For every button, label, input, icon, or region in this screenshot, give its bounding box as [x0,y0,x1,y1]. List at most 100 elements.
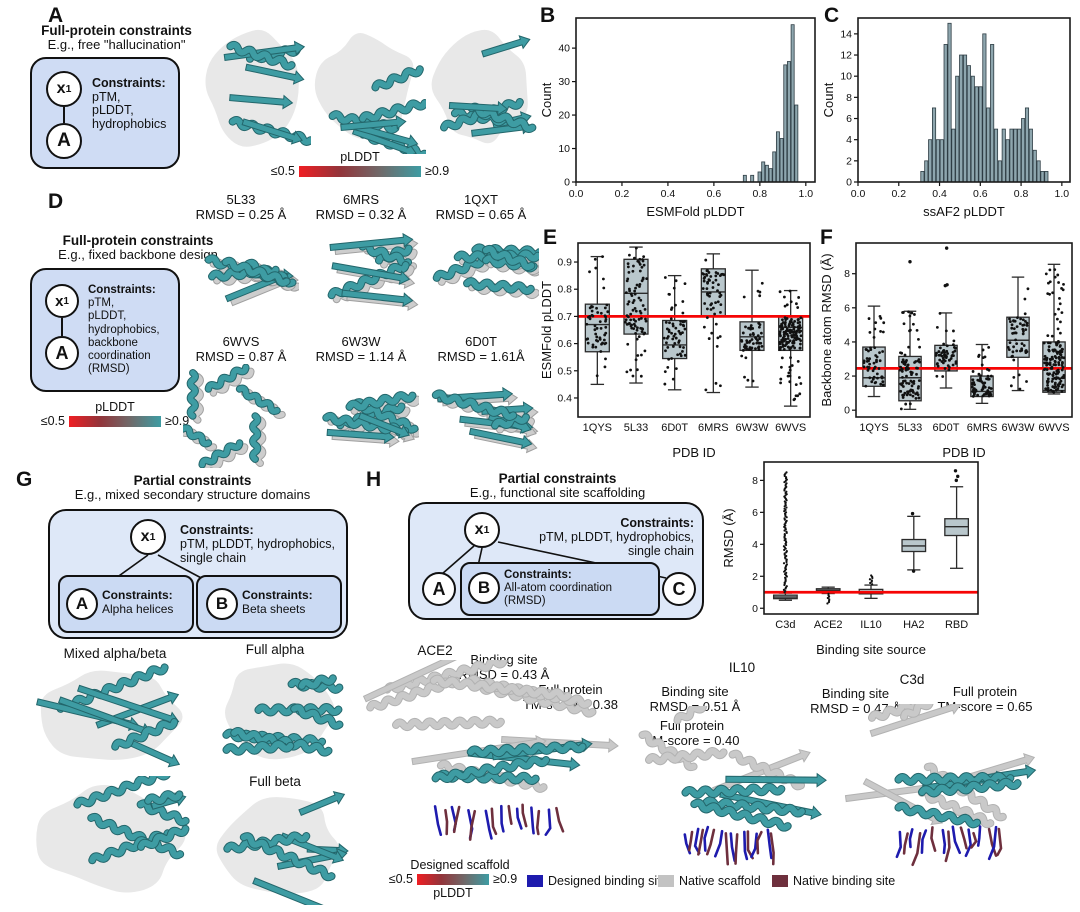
svg-text:HA2: HA2 [903,619,924,631]
constraints-body: Alpha helices [102,601,174,616]
panel-d-subtitle: E.g., fixed backbone design [58,247,218,262]
protein-structure [431,29,537,144]
structure-label: 6MRS RMSD = 0.32 Å [303,192,419,222]
svg-text:4: 4 [846,134,852,146]
constraints-title: Constraints: [102,588,173,602]
svg-text:6: 6 [846,113,852,125]
svg-text:6WVS: 6WVS [1038,422,1069,434]
node-b: B [206,588,238,620]
legend-label-native-scaffold: Native scaffold [679,874,761,888]
node-x1-label: x [55,292,64,310]
domain-box-b: B Constraints: Beta sheets [196,575,342,633]
scaffold-name: ACE2 [417,643,453,658]
colorbar-min-label: ≤0.5 [40,414,65,428]
colorbar-min-label: ≤0.5 [270,164,295,178]
structure-label-full-beta: Full beta [249,774,301,789]
svg-text:5L33: 5L33 [898,422,922,434]
svg-text:Count: Count [540,82,554,117]
node-b: B [468,572,500,604]
svg-text:PDB ID: PDB ID [942,445,985,460]
node-x1-sub: 1 [63,295,69,307]
svg-text:40: 40 [558,43,570,55]
svg-text:0.6: 0.6 [557,338,572,350]
edge-x1-a [61,318,63,336]
node-x1-label: x [474,521,484,538]
binding-site-annotation: Binding site RMSD = 0.51 Å [649,684,741,714]
panel-h-subtitle: E.g., functional site scaffolding [469,485,646,500]
plddt-colorbar: pLDDT ≤0.5 ≥0.9 [30,400,200,428]
structure-label: 6D0T RMSD = 1.61Å [423,334,539,364]
svg-text:RMSD (Å): RMSD (Å) [722,508,736,567]
legend-label-designed-binding-site: Designed binding site [548,874,668,888]
svg-text:C3d: C3d [775,619,795,631]
constraints-body: All-atom coordination (RMSD) [504,582,613,607]
colorbar-title: pLDDT [340,150,380,164]
node-x1-label: x [140,528,150,545]
svg-text:0: 0 [846,177,852,189]
svg-text:6MRS: 6MRS [967,422,998,434]
colorbar-gradient [299,165,421,177]
svg-text:1QYS: 1QYS [583,422,612,434]
svg-text:4: 4 [844,336,850,348]
structure-label-mixed: Mixed alpha/beta [63,646,167,661]
protein-structure [36,776,190,893]
colorbar-max-label: ≥0.9 [493,872,518,886]
constraints-title: Constraints: [88,284,156,296]
svg-text:0.4: 0.4 [661,188,676,200]
plddt-colorbar: ≤0.5 ≥0.9 pLDDT [388,872,518,900]
svg-text:0.2: 0.2 [615,188,630,200]
constraints-title: Constraints: [92,76,166,90]
node-a: A [66,588,98,620]
protein-overlay-structure [322,391,419,449]
scaffold-structure [638,706,827,866]
svg-text:0.8: 0.8 [557,284,572,296]
pdb-id: 5L33 [226,192,256,207]
pdb-id: 6W3W [341,334,381,349]
svg-text:0.6: 0.6 [973,188,988,200]
panel-label-f: F [820,226,833,249]
histogram-ssaf2-plddt: 0.0 0.2 0.4 0.6 0.8 1.0 0 2 4 6 8 10 12 14 ssAF2 pLDDT… [822,17,1071,219]
svg-text:0.4: 0.4 [557,392,572,404]
plddt-colorbar: pLDDT ≤0.5 ≥0.9 [255,150,465,178]
rmsd-value: RMSD = 1.61Å [437,349,525,364]
domain-box-a: A Constraints: Alpha helices [58,575,194,633]
svg-text:6MRS: 6MRS [698,422,729,434]
svg-text:6W3W: 6W3W [1002,422,1036,434]
rmsd-value: RMSD = 0.65 Å [435,207,527,222]
constraints-title: Constraints: [620,516,694,530]
svg-text:0.9: 0.9 [557,257,572,269]
scaffold-name: C3d [899,672,925,687]
svg-text:0.0: 0.0 [569,188,584,200]
panel-h-title: Partial constraints [498,471,617,486]
svg-text:8: 8 [844,268,850,280]
svg-text:0.4: 0.4 [932,188,947,200]
svg-text:0: 0 [844,405,850,417]
rmsd-value: RMSD = 0.32 Å [315,207,407,222]
svg-text:30: 30 [558,76,570,88]
node-x1-sub: 1 [65,83,72,95]
panel-label-e: E [543,226,558,249]
node-a: A [46,123,82,159]
panel-a-title: Full-protein constraints [41,23,192,38]
svg-text:2: 2 [846,155,852,167]
svg-text:4: 4 [752,539,758,551]
protein-overlay-structure [204,254,299,307]
structure-label: 5L33 RMSD = 0.25 Å [183,192,299,222]
svg-text:0.5: 0.5 [557,365,572,377]
svg-text:RBD: RBD [945,619,968,631]
edge-x1-a [63,107,65,123]
svg-text:8: 8 [752,475,758,487]
protein-overlay-structure [432,243,539,300]
svg-text:6D0T: 6D0T [661,422,688,434]
designed-scaffold-label: Designed scaffold [410,858,510,872]
constraints-body: Beta sheets [242,601,306,616]
svg-text:Backbone atom RMSD (Å): Backbone atom RMSD (Å) [820,253,834,406]
colorbar-max-label: ≥0.9 [425,164,450,178]
structure-label: 6WVS RMSD = 0.87 Å [183,334,299,364]
svg-text:ACE2: ACE2 [814,619,843,631]
